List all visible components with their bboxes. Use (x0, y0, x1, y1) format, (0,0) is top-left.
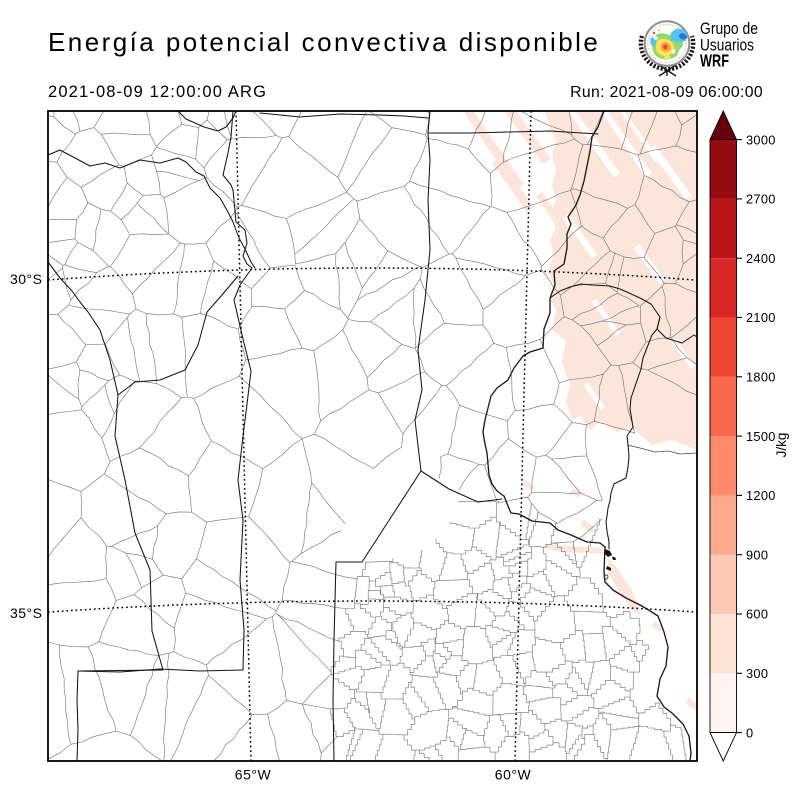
svg-text:2400: 2400 (746, 251, 776, 266)
svg-text:1500: 1500 (746, 429, 776, 444)
svg-text:2021-08-09 12:00:00 ARG: 2021-08-09 12:00:00 ARG (48, 83, 267, 101)
svg-text:1200: 1200 (746, 488, 776, 503)
svg-text:Run: 2021-08-09 06:00:00: Run: 2021-08-09 06:00:00 (570, 84, 763, 101)
svg-text:900: 900 (746, 547, 768, 562)
svg-text:3000: 3000 (746, 132, 776, 147)
svg-text:0: 0 (746, 725, 753, 740)
svg-text:1800: 1800 (746, 370, 776, 385)
svg-text:600: 600 (746, 607, 768, 622)
svg-text:Energía potencial convectiva d: Energía potencial convectiva disponible (48, 27, 600, 57)
svg-text:WRF: WRF (700, 51, 729, 71)
svg-text:35°S: 35°S (10, 605, 43, 621)
svg-text:65°W: 65°W (235, 767, 272, 783)
svg-text:2100: 2100 (746, 310, 776, 325)
svg-text:Grupo de: Grupo de (700, 19, 758, 38)
svg-text:300: 300 (746, 666, 768, 681)
svg-text:Usuarios: Usuarios (700, 36, 754, 55)
svg-text:2700: 2700 (746, 192, 776, 207)
svg-text:J/kg: J/kg (774, 433, 789, 458)
svg-text:30°S: 30°S (10, 271, 43, 287)
svg-text:60°W: 60°W (495, 767, 532, 783)
